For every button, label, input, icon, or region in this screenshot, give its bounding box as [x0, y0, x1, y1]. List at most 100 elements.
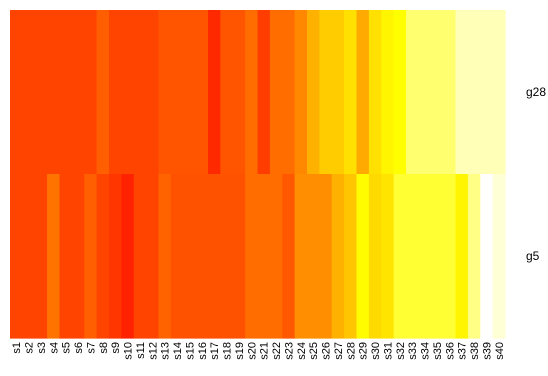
- column-label-s26: s26: [321, 342, 333, 360]
- heatmap-cell-g5-s7: [84, 174, 98, 339]
- heatmap-cell-g28-s9: [109, 10, 122, 175]
- column-label-s4: s4: [48, 342, 60, 354]
- heatmap-cell-g5-s19: [232, 174, 246, 339]
- heatmap-cell-g28-s36: [443, 10, 457, 175]
- column-label-s16: s16: [197, 342, 209, 360]
- heatmap-cell-g5-s38: [467, 174, 481, 339]
- heatmap-cell-g5-s33: [406, 174, 419, 339]
- column-label-s15: s15: [184, 342, 196, 360]
- heatmap-cell-g28-s37: [455, 10, 469, 175]
- heatmap-cell-g5-s25: [307, 174, 320, 339]
- row-label-g5: g5: [526, 249, 540, 263]
- row-labels: g28 g5: [526, 85, 546, 263]
- heatmap-cells: [10, 10, 506, 339]
- column-label-s5: s5: [61, 342, 73, 354]
- heatmap-cell-g5-s29: [356, 174, 370, 339]
- column-label-s3: s3: [36, 342, 48, 354]
- column-label-s18: s18: [222, 342, 234, 360]
- column-label-s37: s37: [457, 342, 469, 360]
- heatmap-cell-g28-s17: [208, 10, 221, 175]
- heatmap-cell-g28-s32: [393, 10, 407, 175]
- heatmap-cell-g28-s6: [71, 10, 85, 175]
- column-label-s36: s36: [444, 342, 456, 360]
- column-label-s9: s9: [110, 342, 122, 354]
- heatmap-cell-g28-s2: [22, 10, 36, 175]
- heatmap-cell-g5-s10: [121, 174, 135, 339]
- heatmap-cell-g28-s27: [331, 10, 345, 175]
- heatmap-cell-g28-s15: [183, 10, 197, 175]
- heatmap-cell-g5-s16: [195, 174, 209, 339]
- heatmap-cell-g5-s6: [71, 174, 85, 339]
- column-label-s24: s24: [296, 342, 308, 360]
- heatmap-cell-g5-s12: [146, 174, 160, 339]
- heatmap-cell-g28-s5: [59, 10, 73, 175]
- heatmap-cell-g28-s26: [319, 10, 333, 175]
- heatmap-cell-g28-s8: [96, 10, 110, 175]
- column-label-s40: s40: [494, 342, 506, 360]
- heatmap-cell-g28-s33: [406, 10, 419, 175]
- heatmap-cell-g28-s21: [257, 10, 271, 175]
- heatmap-cell-g5-s14: [170, 174, 184, 339]
- column-label-s23: s23: [283, 342, 295, 360]
- heatmap-cell-g28-s12: [146, 10, 160, 175]
- heatmap-cell-g5-s24: [294, 174, 308, 339]
- heatmap-cell-g28-s13: [158, 10, 172, 175]
- heatmap-cell-g5-s22: [269, 174, 283, 339]
- heatmap-cell-g5-s1: [10, 174, 23, 339]
- heatmap-cell-g28-s1: [10, 10, 23, 175]
- heatmap-cell-g28-s10: [121, 10, 135, 175]
- heatmap-cell-g28-s30: [368, 10, 382, 175]
- heatmap-cell-g28-s38: [467, 10, 481, 175]
- column-label-s31: s31: [382, 342, 394, 360]
- column-labels: s1 s2 s3 s4 s5 s6 s7 s8 s9 s10 s11 s12 s13 s14 s15 s16 s…: [11, 342, 506, 360]
- heatmap-cell-g28-s14: [170, 10, 184, 175]
- heatmap-cell-g5-s21: [257, 174, 271, 339]
- heatmap-cell-g28-s35: [430, 10, 444, 175]
- heatmap-cell-g28-s29: [356, 10, 370, 175]
- heatmap-cell-g28-s23: [282, 10, 296, 175]
- column-label-s27: s27: [333, 342, 345, 360]
- column-label-s19: s19: [234, 342, 246, 360]
- heatmap-cell-g5-s35: [430, 174, 444, 339]
- column-label-s35: s35: [432, 342, 444, 360]
- heatmap-cell-g28-s3: [34, 10, 48, 175]
- heatmap-cell-g28-s16: [195, 10, 209, 175]
- heatmap-cell-g28-s4: [47, 10, 61, 175]
- column-label-s2: s2: [24, 342, 36, 354]
- heatmap-cell-g28-s40: [492, 10, 506, 175]
- heatmap-cell-g5-s32: [393, 174, 407, 339]
- heatmap-cell-g5-s8: [96, 174, 110, 339]
- heatmap-cell-g5-s34: [418, 174, 432, 339]
- column-label-s7: s7: [85, 342, 97, 354]
- heatmap-cell-g28-s34: [418, 10, 432, 175]
- column-label-s28: s28: [345, 342, 357, 360]
- heatmap-cell-g5-s17: [208, 174, 221, 339]
- heatmap-cell-g5-s11: [133, 174, 147, 339]
- heatmap-cell-g28-s7: [84, 10, 98, 175]
- column-label-s10: s10: [123, 342, 135, 360]
- heatmap-cell-g28-s25: [307, 10, 320, 175]
- heatmap-cell-g28-s22: [269, 10, 283, 175]
- heatmap-cell-g28-s31: [381, 10, 395, 175]
- column-label-s11: s11: [135, 342, 147, 359]
- heatmap-cell-g5-s36: [443, 174, 457, 339]
- column-label-s20: s20: [246, 342, 258, 360]
- column-label-s14: s14: [172, 342, 184, 360]
- column-label-s21: s21: [259, 342, 271, 360]
- heatmap-cell-g5-s2: [22, 174, 36, 339]
- heatmap-cell-g5-s20: [245, 174, 259, 339]
- row-label-g28: g28: [526, 85, 546, 99]
- heatmap-cell-g5-s13: [158, 174, 172, 339]
- heatmap-cell-g5-s30: [368, 174, 382, 339]
- heatmap-cell-g5-s39: [480, 174, 494, 339]
- heatmap-cell-g28-s18: [220, 10, 234, 175]
- heatmap-cell-g28-s19: [232, 10, 246, 175]
- heatmap-cell-g5-s37: [455, 174, 469, 339]
- heatmap-cell-g5-s26: [319, 174, 333, 339]
- column-label-s1: s1: [11, 342, 23, 354]
- column-label-s29: s29: [358, 342, 370, 360]
- heatmap-cell-g5-s27: [331, 174, 345, 339]
- column-label-s32: s32: [395, 342, 407, 360]
- heatmap-cell-g5-s4: [47, 174, 61, 339]
- column-label-s25: s25: [308, 342, 320, 360]
